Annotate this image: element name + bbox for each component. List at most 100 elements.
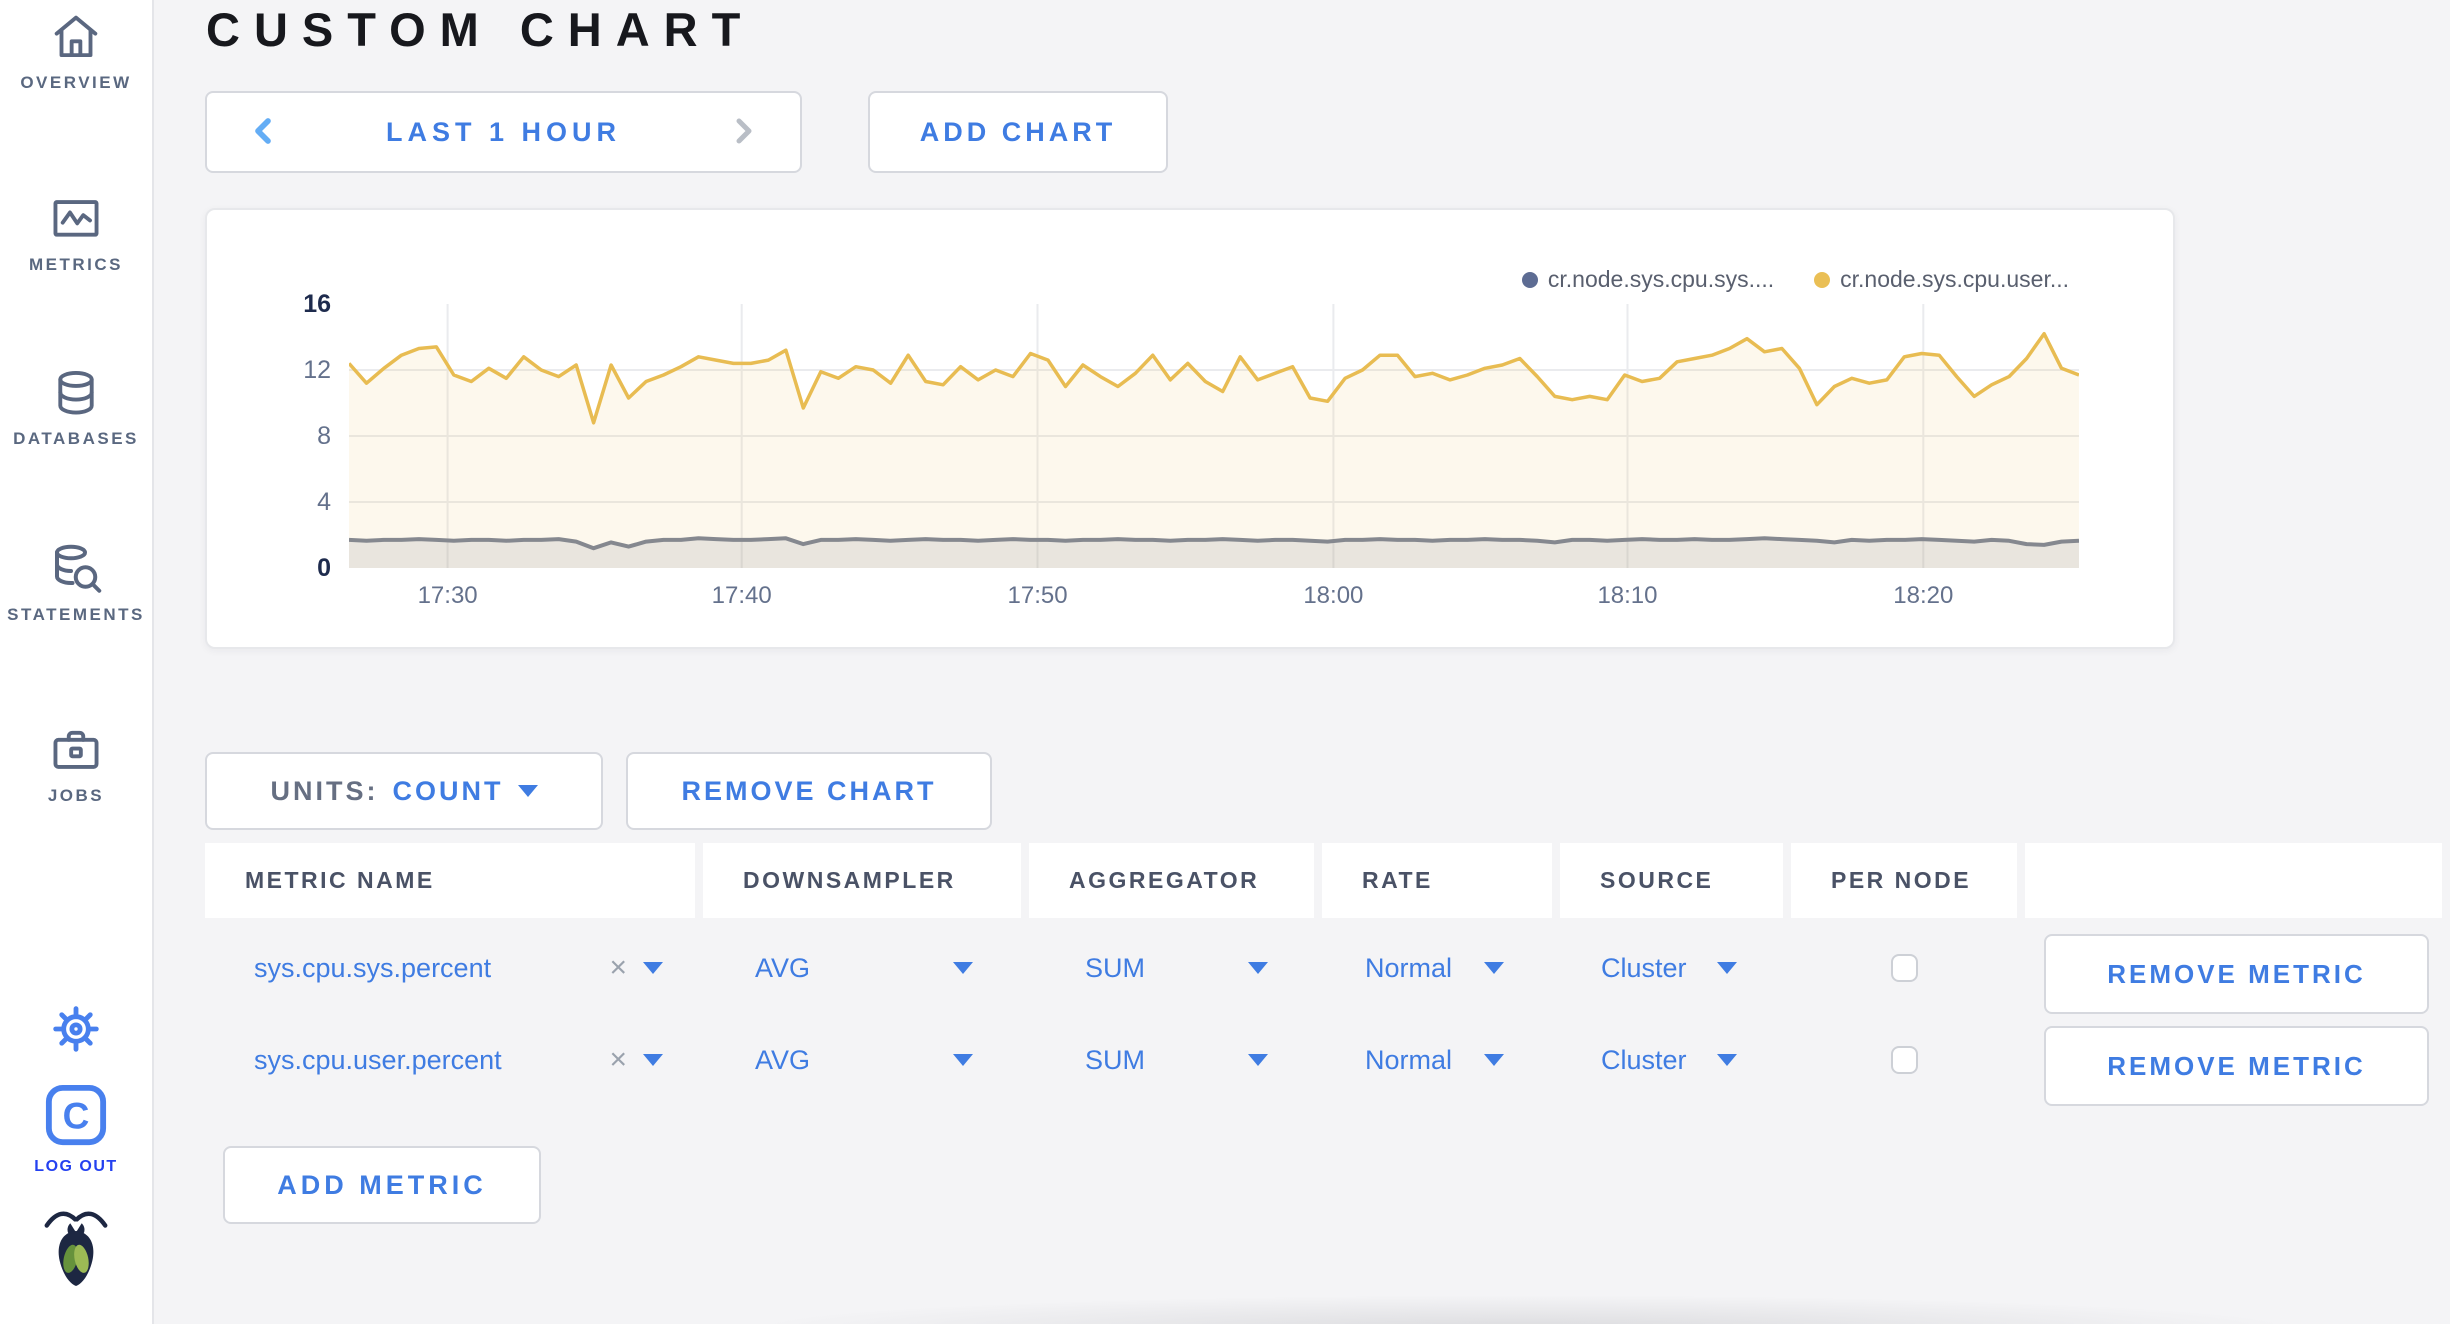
per-node-cell bbox=[1791, 922, 2017, 1014]
source-dropdown[interactable]: Cluster bbox=[1560, 922, 1783, 1014]
per-node-cell bbox=[1791, 1014, 2017, 1106]
caret-down-icon bbox=[1484, 962, 1504, 974]
sidebar-item-label: DATABASES bbox=[13, 429, 139, 448]
per-node-checkbox[interactable] bbox=[1890, 954, 1918, 982]
downsampler-value: AVG bbox=[755, 1044, 811, 1075]
add-chart-button[interactable]: ADD CHART bbox=[868, 91, 1168, 173]
x-axis-tick: 17:50 bbox=[1007, 582, 1068, 609]
column-header-empty bbox=[2025, 843, 2442, 918]
sidebar-item-metrics[interactable]: METRICS bbox=[0, 190, 152, 275]
cockroach-c-icon: C bbox=[39, 1078, 113, 1152]
y-axis-tick: 4 bbox=[317, 488, 331, 516]
x-axis-tick: 18:00 bbox=[1303, 582, 1364, 609]
metric-select-dropdown[interactable]: sys.cpu.sys.percent × bbox=[205, 922, 695, 1014]
caret-down-icon bbox=[1248, 962, 1268, 974]
bottom-shadow bbox=[600, 1294, 2450, 1324]
add-metric-button[interactable]: ADD METRIC bbox=[223, 1146, 541, 1224]
downsampler-value: AVG bbox=[755, 952, 811, 983]
column-header: METRIC NAME bbox=[205, 843, 695, 918]
aggregator-value: SUM bbox=[1085, 952, 1145, 983]
logout-label: LOG OUT bbox=[34, 1158, 118, 1175]
home-icon bbox=[47, 8, 105, 66]
chart-card: cr.node.sys.cpu.sys.... cr.node.sys.cpu.… bbox=[205, 208, 2175, 649]
sidebar-item-overview[interactable]: OVERVIEW bbox=[0, 8, 152, 93]
chart-plot bbox=[347, 304, 2080, 568]
page-title: CUSTOM CHART bbox=[206, 3, 755, 56]
units-dropdown[interactable]: UNITS: COUNT bbox=[205, 752, 603, 830]
aggregator-dropdown[interactable]: SUM bbox=[1029, 922, 1314, 1014]
units-value: COUNT bbox=[392, 775, 504, 806]
y-axis-labels: 0 4 8 12 16 bbox=[207, 290, 337, 582]
source-value: Cluster bbox=[1601, 1044, 1687, 1075]
x-axis-tick: 17:40 bbox=[711, 582, 772, 609]
rate-dropdown[interactable]: Normal bbox=[1322, 922, 1552, 1014]
legend-item-sys[interactable]: cr.node.sys.cpu.sys.... bbox=[1521, 266, 1775, 293]
caret-down-icon bbox=[953, 962, 973, 974]
metric-select-dropdown[interactable]: sys.cpu.user.percent × bbox=[205, 1014, 695, 1106]
caret-down-icon bbox=[1717, 962, 1737, 974]
gear-icon bbox=[47, 1000, 105, 1058]
aggregator-value: SUM bbox=[1085, 1044, 1145, 1075]
caret-down-icon bbox=[953, 1054, 973, 1066]
aggregator-dropdown[interactable]: SUM bbox=[1029, 1014, 1314, 1106]
clear-icon[interactable]: × bbox=[609, 1043, 627, 1076]
column-header: SOURCE bbox=[1560, 843, 1783, 918]
downsampler-dropdown[interactable]: AVG bbox=[703, 1014, 1021, 1106]
sidebar-item-label: OVERVIEW bbox=[20, 73, 132, 92]
x-axis-tick: 18:20 bbox=[1893, 582, 1954, 609]
metric-row: sys.cpu.sys.percent × AVG SUM Normal Clu… bbox=[205, 922, 2442, 1014]
caret-down-icon bbox=[1484, 1054, 1504, 1066]
sidebar-item-jobs[interactable]: JOBS bbox=[0, 721, 152, 806]
caret-down-icon bbox=[517, 785, 538, 797]
sidebar-settings[interactable] bbox=[0, 1000, 152, 1058]
y-axis-tick: 8 bbox=[317, 422, 331, 450]
cockroach-bug-icon bbox=[42, 1208, 110, 1292]
remove-metric-cell: REMOVE METRIC bbox=[2025, 922, 2442, 1014]
sidebar-item-label: JOBS bbox=[47, 786, 105, 805]
metric-name: sys.cpu.sys.percent bbox=[254, 952, 492, 983]
time-range-prev-button[interactable] bbox=[207, 93, 319, 171]
downsampler-dropdown[interactable]: AVG bbox=[703, 922, 1021, 1014]
per-node-checkbox[interactable] bbox=[1890, 1046, 1918, 1074]
metrics-icon bbox=[47, 190, 105, 248]
metric-name: sys.cpu.user.percent bbox=[254, 1044, 502, 1075]
legend-dot-user bbox=[1814, 271, 1831, 288]
time-range-selector: LAST 1 HOUR bbox=[205, 91, 802, 173]
chevron-left-icon bbox=[250, 116, 276, 149]
jobs-icon bbox=[47, 721, 105, 779]
time-range-next-button[interactable] bbox=[688, 93, 800, 171]
caret-down-icon bbox=[1248, 1054, 1268, 1066]
time-range-value-button[interactable]: LAST 1 HOUR bbox=[319, 93, 688, 171]
x-axis-tick: 17:30 bbox=[417, 582, 478, 609]
legend-label: cr.node.sys.cpu.sys.... bbox=[1547, 266, 1775, 292]
rate-dropdown[interactable]: Normal bbox=[1322, 1014, 1552, 1106]
statements-icon bbox=[46, 538, 106, 598]
sidebar-logout[interactable]: C LOG OUT bbox=[0, 1078, 152, 1176]
remove-metric-button[interactable]: REMOVE METRIC bbox=[2044, 934, 2429, 1014]
sidebar-item-databases[interactable]: DATABASES bbox=[0, 364, 152, 449]
sidebar-item-label: STATEMENTS bbox=[7, 605, 145, 624]
column-header: DOWNSAMPLER bbox=[703, 843, 1021, 918]
remove-chart-button[interactable]: REMOVE CHART bbox=[626, 752, 992, 830]
rate-value: Normal bbox=[1365, 1044, 1453, 1075]
remove-metric-button[interactable]: REMOVE METRIC bbox=[2044, 1026, 2429, 1106]
sidebar-item-label: METRICS bbox=[29, 255, 123, 274]
x-axis-labels: 17:30 17:40 17:50 18:00 18:10 18:20 bbox=[349, 582, 2079, 616]
column-header: AGGREGATOR bbox=[1029, 843, 1314, 918]
chart-legend: cr.node.sys.cpu.sys.... cr.node.sys.cpu.… bbox=[1521, 266, 2069, 293]
y-axis-tick: 0 bbox=[317, 554, 331, 582]
sidebar: OVERVIEW METRICS DATABASES bbox=[0, 0, 154, 1324]
source-dropdown[interactable]: Cluster bbox=[1560, 1014, 1783, 1106]
svg-text:C: C bbox=[63, 1095, 90, 1136]
column-header: PER NODE bbox=[1791, 843, 2017, 918]
rate-value: Normal bbox=[1365, 952, 1453, 983]
sidebar-item-statements[interactable]: STATEMENTS bbox=[0, 538, 152, 625]
metric-row: sys.cpu.user.percent × AVG SUM Normal Cl… bbox=[205, 1014, 2442, 1106]
clear-icon[interactable]: × bbox=[609, 951, 627, 984]
caret-down-icon bbox=[1717, 1054, 1737, 1066]
source-value: Cluster bbox=[1601, 952, 1687, 983]
units-label: UNITS: bbox=[270, 775, 379, 806]
x-axis-tick: 18:10 bbox=[1597, 582, 1658, 609]
legend-item-user[interactable]: cr.node.sys.cpu.user... bbox=[1814, 266, 2069, 293]
